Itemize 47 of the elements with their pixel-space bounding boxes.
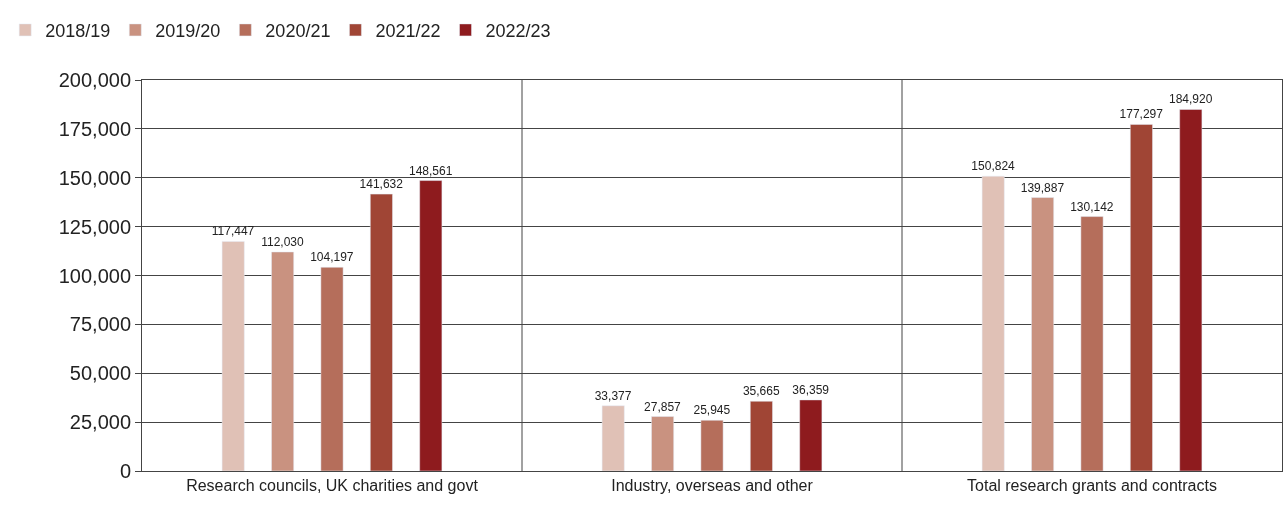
data-label: 150,824 [971,159,1016,174]
legend-label: 2022/23 [485,20,551,41]
legend-label: 2019/20 [155,20,221,41]
y-tick-label: 75,000 [69,313,131,336]
bar [1080,216,1104,471]
data-label: 184,920 [1168,92,1213,107]
bar [419,180,443,471]
bar [1130,124,1153,471]
data-label: 25,945 [693,403,731,418]
x-tick-label: Research councils, UK charities and govt [186,477,479,495]
data-label: 27,857 [644,399,682,414]
data-label: 36,359 [792,382,830,397]
x-tick-label: Total research grants and contracts [967,477,1217,495]
bar [750,401,773,471]
data-label: 141,632 [359,177,404,192]
bar [651,416,674,471]
data-label: 35,665 [742,384,780,399]
data-label: 130,142 [1070,199,1114,214]
legend-label: 2021/22 [375,20,441,41]
data-label: 177,297 [1119,107,1164,122]
y-tick-label: 200,000 [58,69,131,91]
bar [370,193,393,471]
bar [320,267,344,471]
bar [981,175,1005,471]
y-tick-label: 100,000 [58,264,131,287]
y-tick-label: 25,000 [69,411,131,434]
data-label: 117,447 [211,224,255,239]
legend-label: 2018/19 [45,20,111,41]
y-tick-label: 0 [119,460,131,482]
data-label: 148,561 [408,163,453,178]
bar [799,399,823,471]
bar [221,241,245,471]
y-tick-label: 125,000 [58,215,131,238]
bar [1031,197,1054,471]
bar [1179,109,1203,471]
y-tick-label: 150,000 [58,166,131,189]
bar [601,405,625,471]
data-label: 104,197 [310,250,354,265]
data-label: 112,030 [261,234,305,249]
legend-label: 2020/21 [265,20,331,41]
bar [700,420,724,471]
y-tick-label: 175,000 [58,117,131,140]
y-tick-label: 50,000 [69,362,131,385]
x-tick-label: Industry, overseas and other [611,477,814,495]
data-label: 139,887 [1020,180,1065,195]
bar [271,251,294,471]
data-label: 33,377 [594,388,632,403]
